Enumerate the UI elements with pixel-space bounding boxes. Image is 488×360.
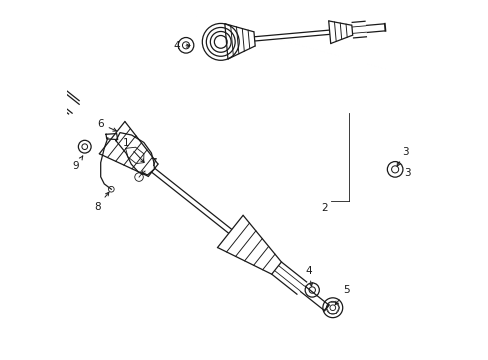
Text: 4: 4 (174, 41, 189, 51)
Text: 3: 3 (403, 168, 410, 178)
Text: 9: 9 (72, 156, 82, 171)
Text: 7: 7 (142, 158, 156, 174)
Text: 2: 2 (321, 203, 327, 213)
Text: 1: 1 (122, 138, 144, 162)
Text: 4: 4 (305, 266, 312, 286)
Text: 3: 3 (396, 147, 408, 166)
Text: 5: 5 (335, 285, 349, 305)
Text: 6: 6 (97, 119, 116, 131)
Text: 8: 8 (94, 192, 109, 212)
